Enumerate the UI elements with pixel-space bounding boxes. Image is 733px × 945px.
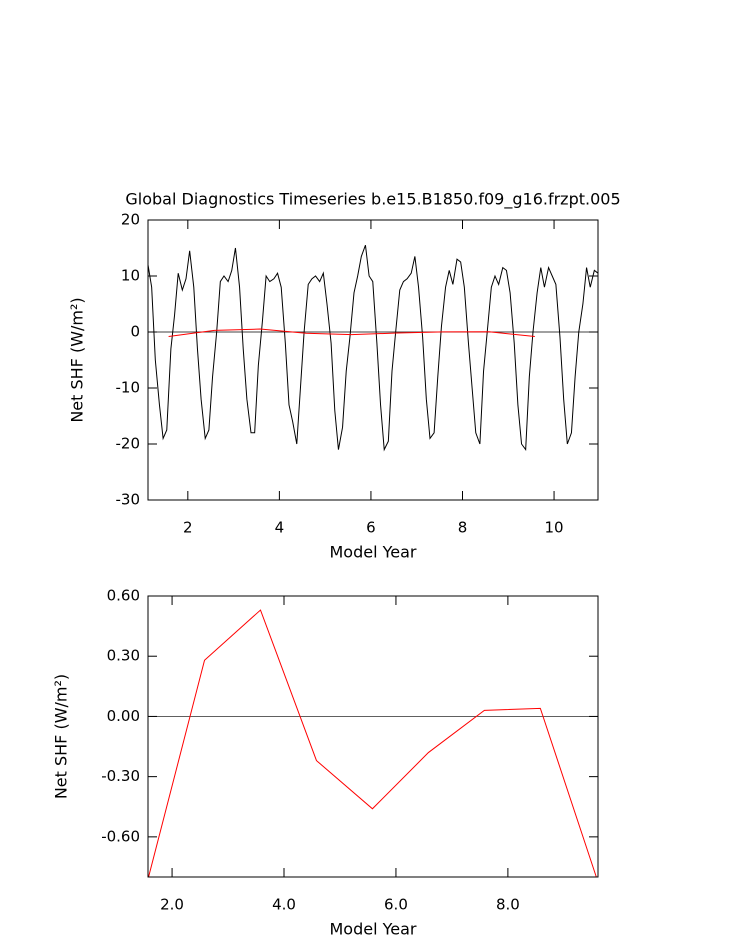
x-axis-label: Model Year [330,920,417,939]
y-tick-label: -0.30 [101,767,140,785]
plot-frame [147,595,599,878]
x-tick-label: 4 [275,519,285,537]
x-tick-label: 8.0 [496,896,520,914]
chart-title: Global Diagnostics Timeseries b.e15.B185… [125,190,620,210]
y-axis-label: Net SHF (W/m²) [68,297,87,422]
y-tick-label: 0.30 [107,647,140,665]
y-tick-label: 0.60 [107,587,140,605]
x-tick-label: 4.0 [272,896,296,914]
x-tick-label: 2.0 [160,896,184,914]
y-axis-label: Net SHF (W/m²) [52,674,71,799]
y-tick-label: -30 [116,491,141,509]
series-line [148,609,597,878]
plot-frame [147,219,599,501]
x-tick-label: 6.0 [384,896,408,914]
y-tick-label: 10 [121,267,140,285]
x-tick-label: 8 [458,519,468,537]
x-axis-label: Model Year [330,543,417,562]
y-tick-label: 0.00 [107,707,140,725]
y-tick-label: -20 [116,435,141,453]
x-tick-label: 2 [183,519,193,537]
series-line [168,328,535,337]
x-tick-label: 10 [545,519,564,537]
y-tick-label: -0.60 [101,827,140,845]
y-tick-label: -10 [116,379,141,397]
series-line [147,245,599,452]
y-tick-label: 0 [130,323,140,341]
y-tick-label: 20 [121,211,140,229]
x-tick-label: 6 [366,519,376,537]
